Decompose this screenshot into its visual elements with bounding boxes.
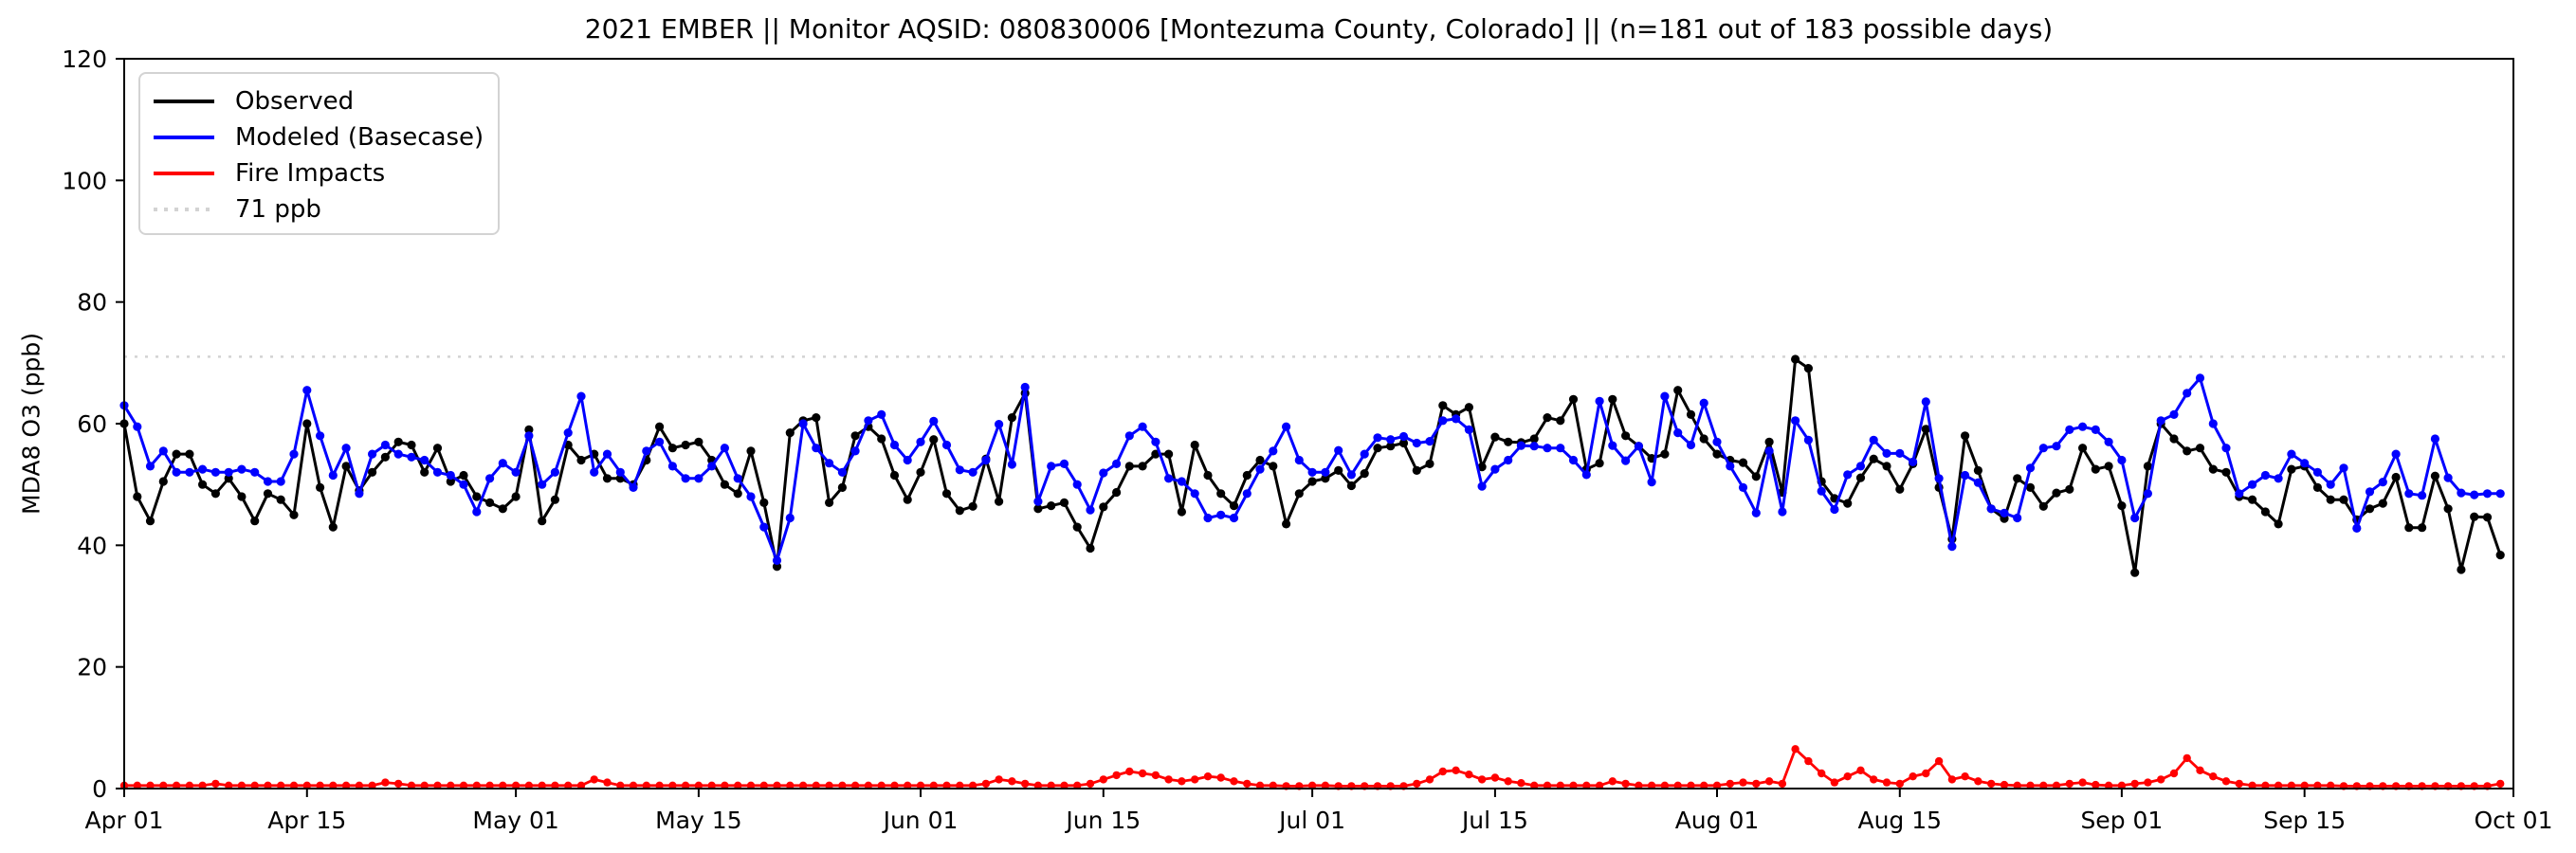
- y-tick-label: 80: [77, 289, 107, 317]
- series-modeled-basecase-: [119, 373, 2505, 566]
- y-tick-label: 20: [77, 654, 107, 681]
- legend-label: Observed: [235, 87, 355, 116]
- x-tick-label: Oct 01: [2475, 807, 2553, 834]
- x-axis: Apr 01 Apr 15 May 01 May 15 Jun 01 Jun 15 Jul …: [84, 789, 2552, 834]
- series-observed: [119, 354, 2505, 577]
- fire-line-swatch: [154, 172, 214, 175]
- legend-item-modeled: Modeled (Basecase): [154, 119, 498, 155]
- legend-label: Modeled (Basecase): [235, 123, 484, 152]
- x-tick-label: Jul 01: [1277, 807, 1345, 834]
- x-tick-label: Jun 15: [1064, 807, 1141, 834]
- legend-item-threshold: 71 ppb: [154, 191, 498, 227]
- legend-label: Fire Impacts: [235, 159, 386, 188]
- y-axis: 0 20 40 60 80 100 120: [62, 45, 124, 803]
- threshold-line-swatch: [154, 208, 214, 211]
- y-tick-label: 0: [92, 775, 107, 803]
- y-axis-title: MDA8 O3 (ppb): [17, 333, 46, 515]
- x-tick-label: Aug 01: [1675, 807, 1760, 834]
- legend-item-fire: Fire Impacts: [154, 155, 498, 191]
- x-tick-label: Aug 15: [1857, 807, 1942, 834]
- y-tick-label: 120: [62, 45, 107, 73]
- observed-line-swatch: [154, 100, 214, 103]
- x-tick-label: May 01: [472, 807, 558, 834]
- y-tick-label: 40: [77, 532, 107, 559]
- chart-title: 2021 EMBER || Monitor AQSID: 080830006 […: [584, 13, 2054, 45]
- x-tick-label: Apr 01: [84, 807, 163, 834]
- x-tick-label: May 15: [655, 807, 741, 834]
- x-tick-label: Sep 15: [2263, 807, 2346, 834]
- y-tick-label: 60: [77, 410, 107, 438]
- x-tick-label: Apr 15: [267, 807, 346, 834]
- y-tick-label: 100: [62, 167, 107, 194]
- legend: Observed Modeled (Basecase) Fire Impacts…: [138, 72, 500, 235]
- x-tick-label: Sep 01: [2080, 807, 2163, 834]
- series-fire-impacts: [119, 745, 2505, 790]
- legend-item-observed: Observed: [154, 83, 498, 119]
- modeled-line-swatch: [154, 136, 214, 139]
- x-tick-label: Jul 15: [1460, 807, 1528, 834]
- legend-label: 71 ppb: [235, 195, 321, 224]
- x-tick-label: Jun 01: [882, 807, 959, 834]
